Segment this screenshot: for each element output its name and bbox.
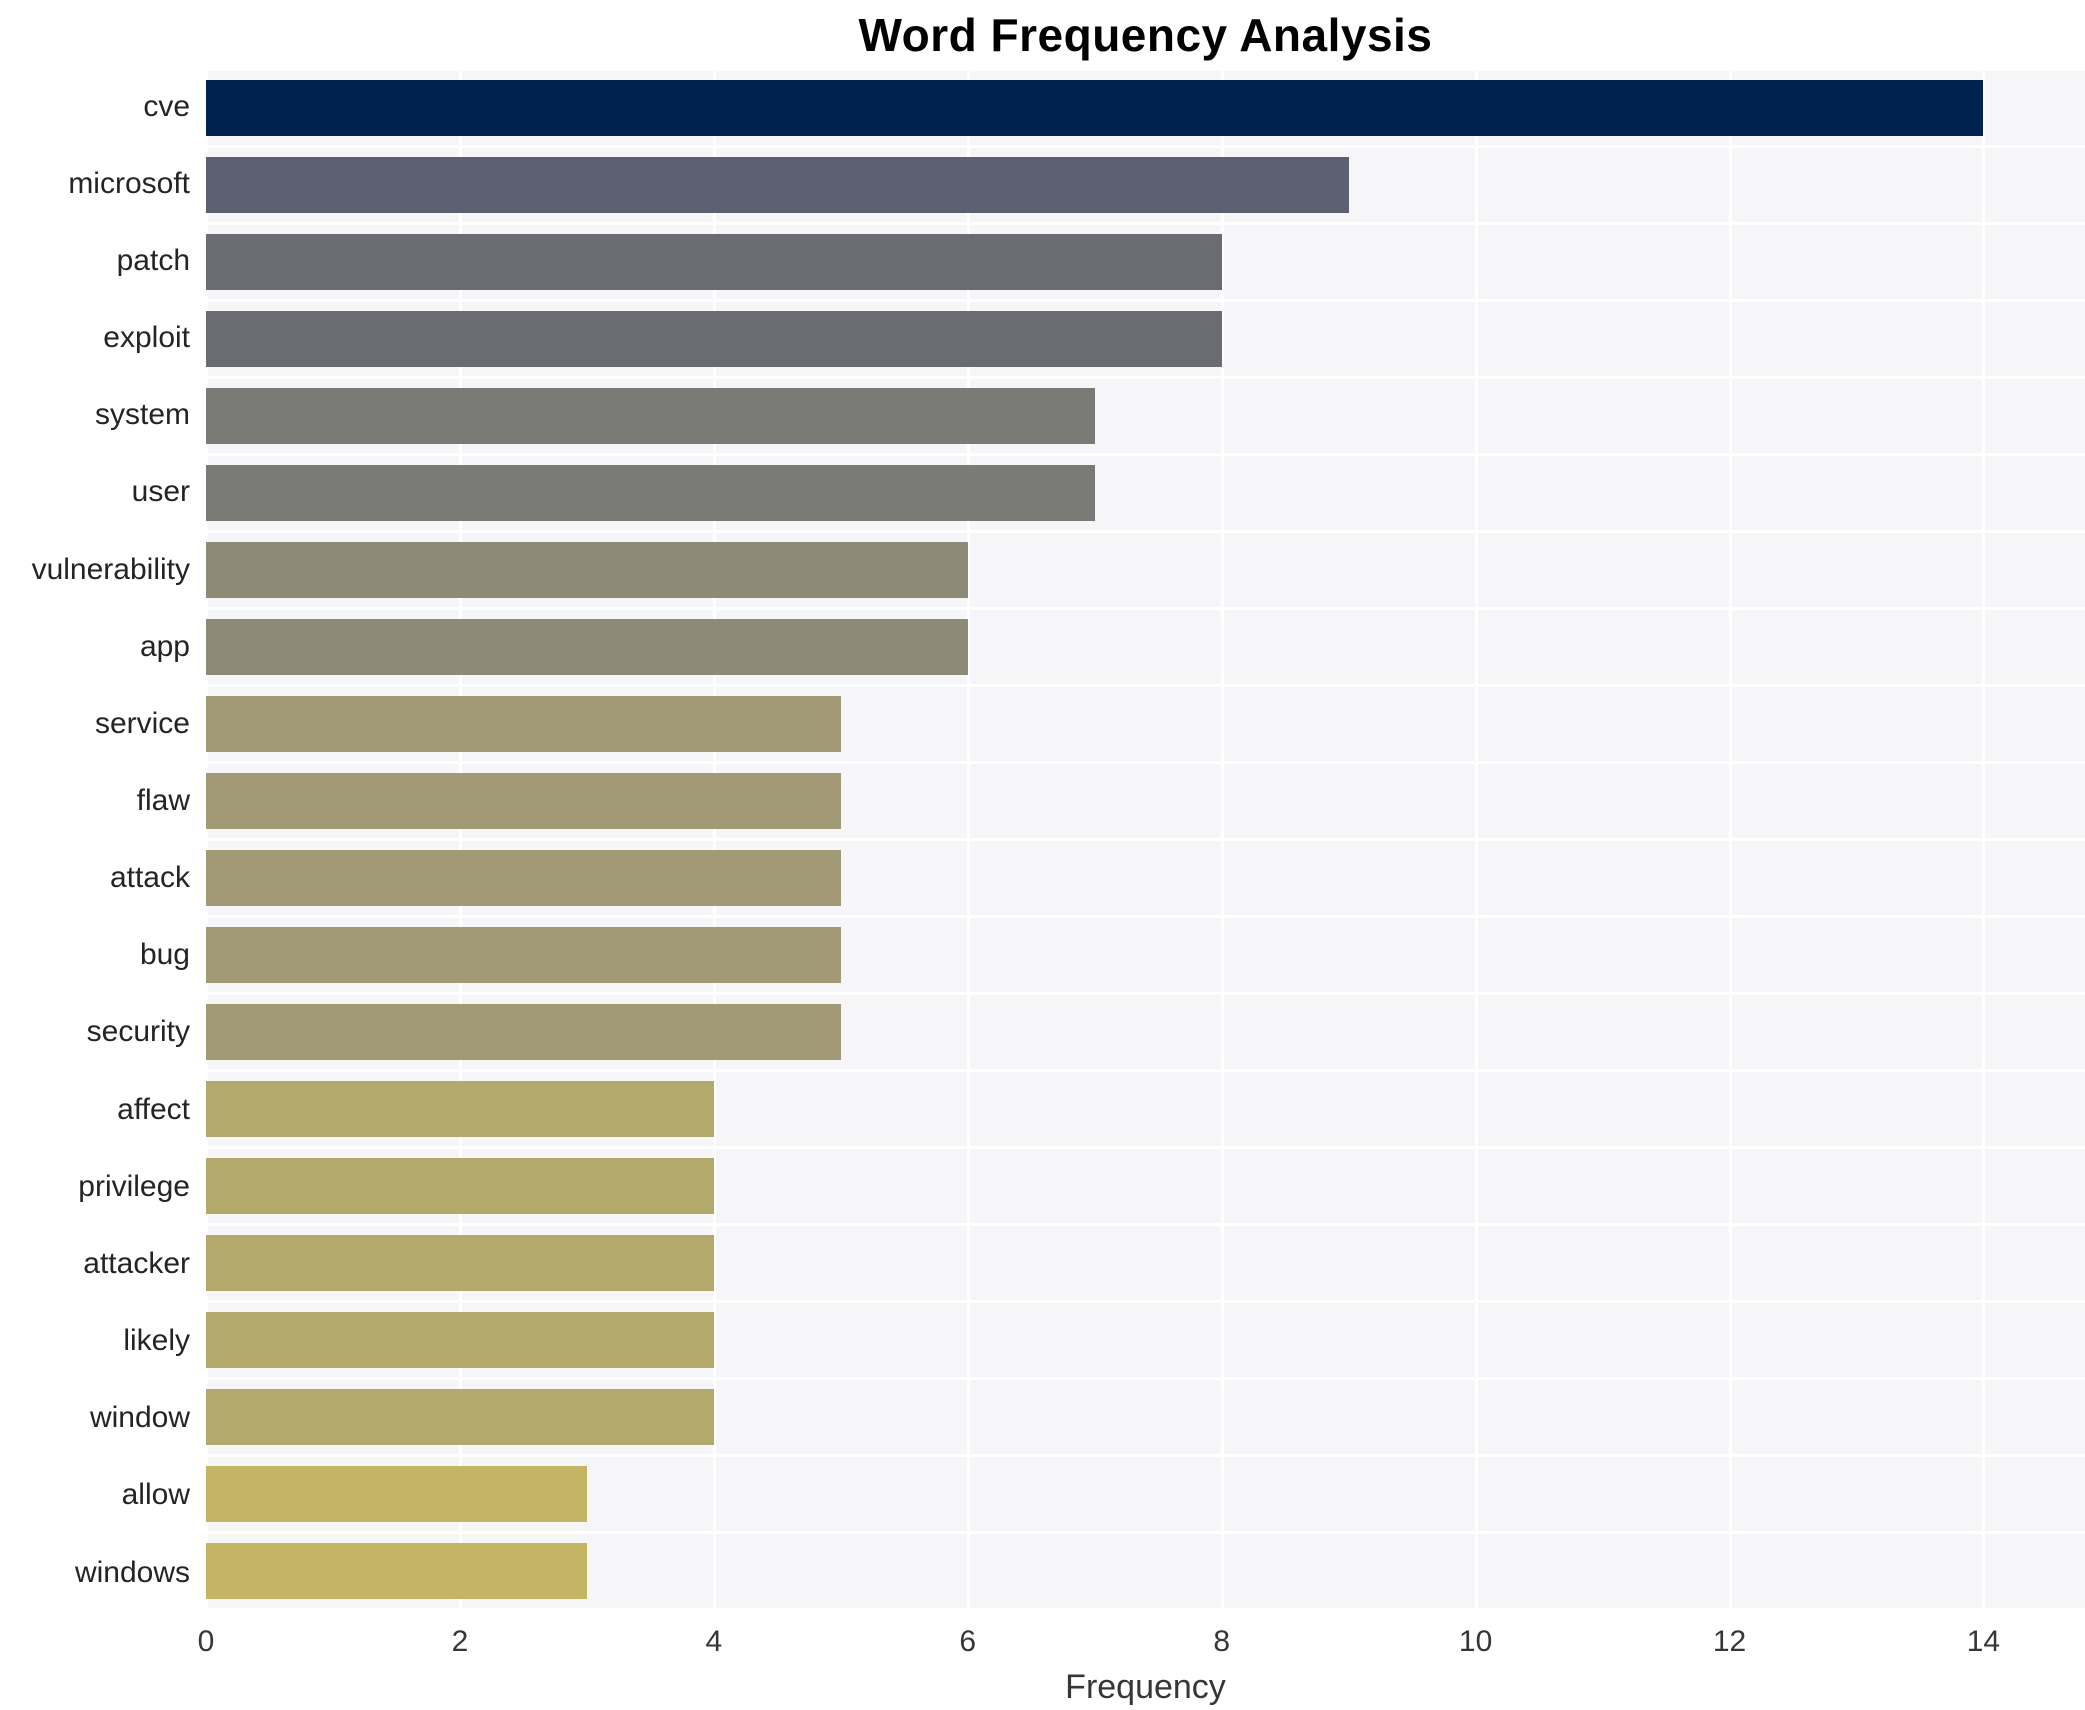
bar-patch bbox=[206, 234, 1222, 290]
x-axis-title: Frequency bbox=[1065, 1668, 1226, 1706]
y-label-system: system bbox=[94, 398, 190, 432]
x-tick-4: 4 bbox=[705, 1625, 723, 1658]
x-axis-tick-labels: 0 2 4 6 8 10 12 14 bbox=[198, 1625, 2085, 1665]
bar-bug bbox=[206, 927, 841, 983]
bar-privilege bbox=[206, 1158, 714, 1214]
bar-row-flaw bbox=[206, 764, 2085, 841]
bar-affect bbox=[206, 1081, 714, 1137]
x-tick-12: 12 bbox=[1712, 1625, 1747, 1658]
y-label-security: security bbox=[86, 1015, 190, 1049]
bar-row-app bbox=[206, 610, 2085, 687]
bar-row-privilege bbox=[206, 1149, 2085, 1226]
bar-row-patch bbox=[206, 225, 2085, 302]
bar-row-security bbox=[206, 995, 2085, 1072]
y-label-exploit: exploit bbox=[103, 321, 190, 355]
y-label-likely: likely bbox=[123, 1324, 190, 1358]
bar-row-attack bbox=[206, 841, 2085, 918]
bar-row-affect bbox=[206, 1072, 2085, 1149]
y-label-patch: patch bbox=[116, 243, 190, 277]
bar-cve bbox=[206, 80, 1984, 136]
bar-allow bbox=[206, 1466, 587, 1522]
y-label-cve: cve bbox=[143, 89, 190, 123]
bar-likely bbox=[206, 1312, 714, 1368]
bar-row-allow bbox=[206, 1457, 2085, 1534]
bar-row-window bbox=[206, 1380, 2085, 1457]
y-label-privilege: privilege bbox=[78, 1169, 190, 1203]
bar-vulnerability bbox=[206, 542, 968, 598]
y-axis-labels: cve microsoft patch exploit system user vulner… bbox=[0, 68, 192, 1611]
bar-service bbox=[206, 696, 841, 752]
y-label-vulnerability: vulnerability bbox=[31, 552, 190, 586]
y-label-attacker: attacker bbox=[83, 1246, 190, 1280]
bar-flaw bbox=[206, 773, 841, 829]
bar-row-microsoft bbox=[206, 148, 2085, 225]
chart-title: Word Frequency Analysis bbox=[858, 9, 1433, 61]
x-tick-2: 2 bbox=[451, 1625, 469, 1658]
x-tick-8: 8 bbox=[1213, 1625, 1231, 1658]
bar-row-system bbox=[206, 379, 2085, 456]
bar-row-likely bbox=[206, 1303, 2085, 1380]
x-tick-10: 10 bbox=[1458, 1625, 1493, 1658]
y-label-service: service bbox=[94, 706, 190, 740]
bar-microsoft bbox=[206, 157, 1349, 213]
bar-row-vulnerability bbox=[206, 533, 2085, 610]
bar-system bbox=[206, 388, 1095, 444]
bar-row-cve bbox=[206, 68, 2085, 148]
plot-area bbox=[205, 68, 2085, 1611]
bar-windows bbox=[206, 1543, 587, 1599]
y-label-windows: windows bbox=[74, 1555, 190, 1589]
bar-row-attacker bbox=[206, 1226, 2085, 1303]
bar-attack bbox=[206, 850, 841, 906]
bar-row-bug bbox=[206, 918, 2085, 995]
y-label-affect: affect bbox=[117, 1092, 190, 1126]
y-label-user: user bbox=[131, 475, 190, 509]
bar-exploit bbox=[206, 311, 1222, 367]
x-tick-14: 14 bbox=[1966, 1625, 2001, 1658]
y-label-bug: bug bbox=[139, 938, 190, 972]
bar-rows bbox=[206, 68, 2085, 1611]
y-label-app: app bbox=[139, 629, 190, 663]
bar-row-service bbox=[206, 687, 2085, 764]
x-tick-0: 0 bbox=[197, 1625, 215, 1658]
y-label-window: window bbox=[89, 1401, 190, 1435]
x-tick-6: 6 bbox=[959, 1625, 977, 1658]
y-label-attack: attack bbox=[109, 861, 190, 895]
bar-row-windows bbox=[206, 1534, 2085, 1611]
bar-row-exploit bbox=[206, 302, 2085, 379]
y-label-flaw: flaw bbox=[136, 783, 190, 817]
bar-window bbox=[206, 1389, 714, 1445]
bar-user bbox=[206, 465, 1095, 521]
bar-row-user bbox=[206, 456, 2085, 533]
y-label-microsoft: microsoft bbox=[68, 166, 190, 200]
bar-security bbox=[206, 1004, 841, 1060]
bar-attacker bbox=[206, 1235, 714, 1291]
bar-app bbox=[206, 619, 968, 675]
y-label-allow: allow bbox=[121, 1478, 190, 1512]
